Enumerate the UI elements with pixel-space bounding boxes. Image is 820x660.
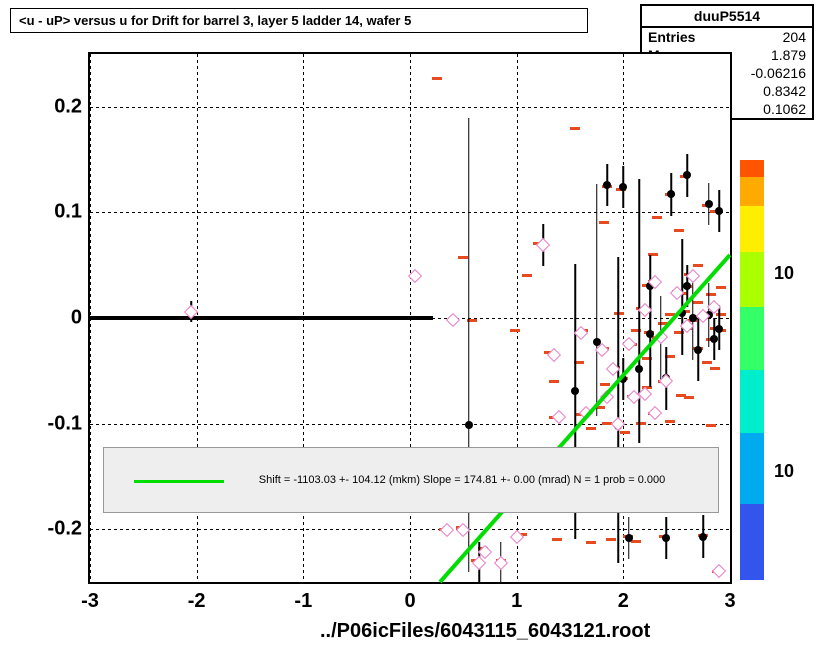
data-dash bbox=[665, 420, 675, 423]
data-dash bbox=[620, 431, 630, 434]
gridline-v bbox=[730, 54, 731, 582]
ytick-label: -0.1 bbox=[48, 412, 82, 435]
data-dash bbox=[614, 312, 624, 315]
error-bar bbox=[617, 257, 619, 563]
data-dash bbox=[570, 127, 580, 130]
xtick-label: 0 bbox=[404, 590, 415, 613]
colorbar-label: 10 bbox=[774, 461, 794, 482]
data-point-black bbox=[635, 365, 643, 373]
ytick-label: 0.2 bbox=[54, 95, 82, 118]
data-point-pink bbox=[547, 348, 561, 362]
data-dash bbox=[693, 264, 703, 267]
legend-line bbox=[134, 480, 224, 483]
colorbar-segment bbox=[740, 177, 764, 206]
data-point-pink bbox=[712, 564, 726, 578]
xtick-label: -2 bbox=[188, 590, 206, 613]
file-path: ../P06icFiles/6043115_6043121.root bbox=[320, 620, 650, 643]
data-dash bbox=[631, 540, 641, 543]
data-dash bbox=[552, 538, 562, 541]
data-point-black bbox=[683, 171, 691, 179]
data-point-black bbox=[571, 387, 579, 395]
data-dash bbox=[586, 427, 596, 430]
data-point-black bbox=[715, 207, 723, 215]
data-dash bbox=[702, 361, 712, 364]
data-dash bbox=[706, 424, 716, 427]
legend-text: Shift = -1103.03 +- 104.12 (mkm) Slope =… bbox=[259, 474, 665, 486]
data-point-black bbox=[694, 346, 702, 354]
error-bar bbox=[596, 184, 598, 416]
data-dash bbox=[510, 329, 520, 332]
stats-row: Entries204 bbox=[642, 28, 812, 46]
data-dash bbox=[693, 301, 703, 304]
colorbar bbox=[740, 160, 764, 580]
data-point-pink bbox=[440, 523, 454, 537]
plot-area: -0.2-0.100.10.2-3-2-10123Shift = -1103.0… bbox=[88, 52, 732, 584]
xtick-label: 3 bbox=[724, 590, 735, 613]
data-dash bbox=[586, 541, 596, 544]
xtick-label: -3 bbox=[81, 590, 99, 613]
colorbar-segment bbox=[740, 433, 764, 504]
ytick-label: 0.1 bbox=[54, 201, 82, 224]
data-dash bbox=[458, 256, 468, 259]
data-point-black bbox=[465, 421, 473, 429]
data-point-black bbox=[603, 181, 611, 189]
data-dash bbox=[674, 229, 684, 232]
data-point-black bbox=[683, 282, 691, 290]
data-dash bbox=[606, 538, 616, 541]
data-dash bbox=[432, 77, 442, 80]
data-point-black bbox=[625, 534, 633, 542]
data-point-black bbox=[667, 190, 675, 198]
data-dash bbox=[599, 221, 609, 224]
data-point-black bbox=[619, 183, 627, 191]
data-point-pink bbox=[446, 313, 460, 327]
colorbar-segment bbox=[740, 252, 764, 307]
data-point-black bbox=[699, 533, 707, 541]
data-dash bbox=[549, 380, 559, 383]
data-dash bbox=[684, 396, 694, 399]
colorbar-segment bbox=[740, 160, 764, 177]
ytick-label: -0.2 bbox=[48, 518, 82, 541]
colorbar-segment bbox=[740, 370, 764, 433]
data-point-pink bbox=[494, 556, 508, 570]
data-dash bbox=[716, 286, 726, 289]
xtick-label: -1 bbox=[294, 590, 312, 613]
stats-name: duuP5514 bbox=[642, 6, 812, 28]
data-dash bbox=[600, 383, 610, 386]
colorbar-segment bbox=[740, 206, 764, 252]
xtick-label: 2 bbox=[618, 590, 629, 613]
colorbar-segment bbox=[740, 504, 764, 580]
error-bar bbox=[681, 239, 683, 355]
legend-box: Shift = -1103.03 +- 104.12 (mkm) Slope =… bbox=[103, 447, 719, 512]
data-point-pink bbox=[552, 410, 566, 424]
data-point-pink bbox=[648, 406, 662, 420]
chart-title: <u - uP> versus u for Drift for barrel 3… bbox=[10, 8, 588, 33]
data-dash bbox=[710, 367, 720, 370]
data-point-pink bbox=[510, 530, 524, 544]
data-point-black bbox=[710, 335, 718, 343]
ytick-label: 0 bbox=[71, 307, 82, 330]
data-point-black bbox=[705, 200, 713, 208]
data-dash bbox=[652, 216, 662, 219]
data-dash bbox=[522, 274, 532, 277]
colorbar-segment bbox=[740, 307, 764, 370]
zero-line bbox=[90, 316, 433, 320]
data-dash bbox=[665, 355, 675, 358]
data-point-black bbox=[662, 534, 670, 542]
data-point-black bbox=[715, 325, 723, 333]
xtick-label: 1 bbox=[511, 590, 522, 613]
data-point-pink bbox=[536, 238, 550, 252]
fit-line bbox=[438, 253, 731, 583]
colorbar-label: 10 bbox=[774, 263, 794, 284]
